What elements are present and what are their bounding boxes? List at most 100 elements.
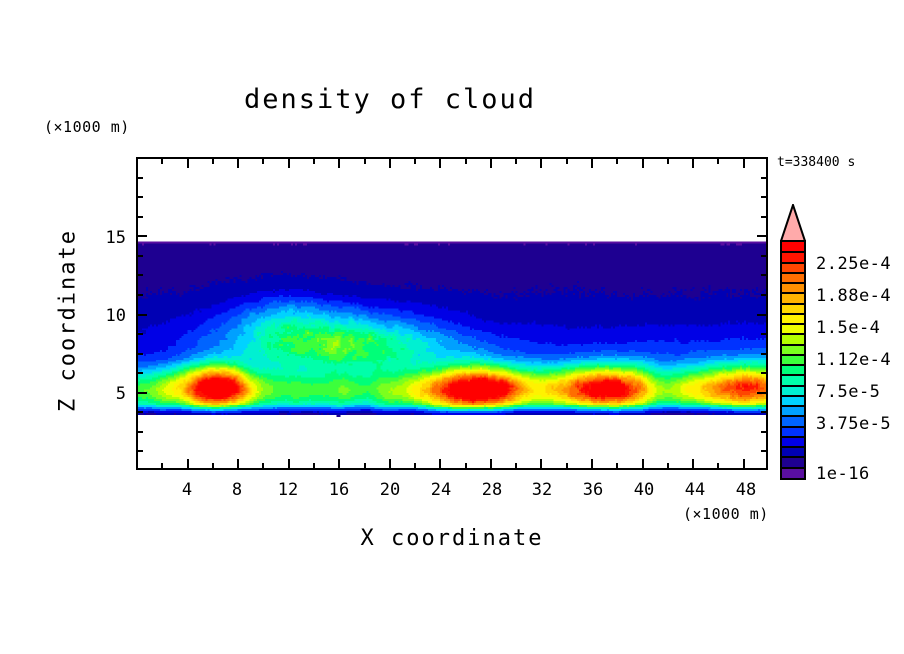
x-tick-top bbox=[439, 159, 441, 168]
x-tick-bottom bbox=[667, 463, 669, 468]
colorbar-band bbox=[782, 303, 804, 314]
y-axis-title: Z coordinate bbox=[55, 229, 81, 412]
x-tick-top bbox=[566, 159, 568, 164]
x-tick-top bbox=[237, 159, 239, 168]
colorbar-band bbox=[782, 467, 804, 478]
colorbar-tip-icon bbox=[779, 201, 807, 242]
y-tick-right bbox=[761, 177, 766, 179]
x-tick-label: 32 bbox=[531, 480, 553, 500]
x-tick-bottom bbox=[465, 463, 467, 468]
x-tick-top bbox=[187, 159, 189, 168]
y-tick-left bbox=[138, 411, 143, 413]
colorbar-band-divider bbox=[782, 302, 804, 305]
y-tick-left bbox=[138, 216, 143, 218]
x-tick-top bbox=[414, 159, 416, 164]
y-tick-right bbox=[761, 255, 766, 257]
x-tick-bottom bbox=[717, 463, 719, 468]
colorbar-bands bbox=[780, 240, 806, 480]
x-tick-bottom bbox=[490, 459, 492, 468]
colorbar-band bbox=[782, 447, 804, 458]
y-tick-right bbox=[757, 392, 766, 394]
x-tick-top bbox=[743, 159, 745, 168]
x-tick-label: 36 bbox=[582, 480, 604, 500]
colorbar-tick-label: 2.25e-4 bbox=[816, 254, 892, 274]
y-tick-left bbox=[138, 333, 143, 335]
x-tick-label: 48 bbox=[735, 480, 757, 500]
colorbar-band-divider bbox=[782, 435, 804, 438]
y-tick-right bbox=[757, 235, 766, 237]
y-tick-left bbox=[138, 450, 143, 452]
y-tick-right bbox=[757, 314, 766, 316]
colorbar-band-divider bbox=[782, 333, 804, 336]
colorbar-band-divider bbox=[782, 425, 804, 428]
x-tick-label: 28 bbox=[481, 480, 503, 500]
colorbar-band-divider bbox=[782, 415, 804, 418]
colorbar-band bbox=[782, 375, 804, 386]
y-tick-right bbox=[761, 333, 766, 335]
y-tick-right bbox=[761, 411, 766, 413]
colorbar-band-divider bbox=[782, 271, 804, 274]
y-tick-right bbox=[761, 353, 766, 355]
colorbar-band bbox=[782, 272, 804, 284]
colorbar-band-divider bbox=[782, 261, 804, 264]
y-tick-right bbox=[761, 372, 766, 374]
x-tick-top bbox=[717, 159, 719, 164]
z-units-label: (×1000 m) bbox=[44, 118, 130, 136]
x-tick-top bbox=[667, 159, 669, 164]
x-tick-top bbox=[591, 159, 593, 168]
x-tick-top bbox=[313, 159, 315, 164]
x-tick-top bbox=[465, 159, 467, 164]
colorbar-band-divider bbox=[782, 343, 804, 346]
x-tick-label: 20 bbox=[379, 480, 401, 500]
figure-title: density of cloud bbox=[243, 84, 537, 115]
x-tick-bottom bbox=[161, 463, 163, 468]
x-tick-label: 8 bbox=[231, 480, 243, 500]
colorbar-tick-label: 1e-16 bbox=[816, 464, 870, 484]
plot-area[interactable] bbox=[136, 157, 768, 470]
x-tick-top bbox=[490, 159, 492, 168]
y-tick-label: 5 bbox=[115, 384, 126, 404]
colorbar-band bbox=[782, 436, 804, 448]
colorbar-band bbox=[782, 324, 804, 335]
x-tick-top bbox=[364, 159, 366, 164]
colorbar-tick-label: 1.5e-4 bbox=[816, 318, 881, 338]
x-tick-bottom bbox=[515, 463, 517, 468]
x-tick-bottom bbox=[389, 459, 391, 468]
y-tick-left bbox=[138, 294, 143, 296]
y-tick-right bbox=[761, 196, 766, 198]
x-tick-bottom bbox=[212, 463, 214, 468]
density-field bbox=[138, 159, 766, 468]
x-tick-top bbox=[161, 159, 163, 164]
density-field-canvas bbox=[138, 159, 766, 468]
y-tick-right bbox=[761, 216, 766, 218]
x-tick-label: 4 bbox=[181, 480, 193, 500]
x-tick-bottom bbox=[338, 459, 340, 468]
colorbar-band bbox=[782, 334, 804, 345]
colorbar-band bbox=[782, 344, 804, 355]
x-tick-top bbox=[692, 159, 694, 168]
x-tick-top bbox=[389, 159, 391, 168]
x-tick-bottom bbox=[540, 459, 542, 468]
colorbar[interactable] bbox=[776, 201, 816, 480]
colorbar-tick-label: 7.5e-5 bbox=[816, 382, 881, 402]
colorbar-band-divider bbox=[782, 323, 804, 326]
x-tick-top bbox=[262, 159, 264, 164]
colorbar-band bbox=[782, 457, 804, 468]
colorbar-band bbox=[782, 283, 804, 294]
colorbar-band-divider bbox=[782, 456, 804, 459]
x-tick-bottom bbox=[642, 459, 644, 468]
x-tick-top bbox=[642, 159, 644, 168]
colorbar-band-divider bbox=[782, 405, 804, 408]
x-tick-label: 44 bbox=[684, 480, 706, 500]
colorbar-band bbox=[782, 406, 804, 417]
x-tick-bottom bbox=[692, 459, 694, 468]
x-tick-top bbox=[616, 159, 618, 164]
colorbar-band bbox=[782, 395, 804, 407]
x-tick-bottom bbox=[414, 463, 416, 468]
x-tick-bottom bbox=[187, 459, 189, 468]
y-tick-left bbox=[138, 274, 143, 276]
x-tick-top bbox=[212, 159, 214, 164]
y-tick-left bbox=[138, 196, 143, 198]
y-tick-left bbox=[138, 431, 143, 433]
